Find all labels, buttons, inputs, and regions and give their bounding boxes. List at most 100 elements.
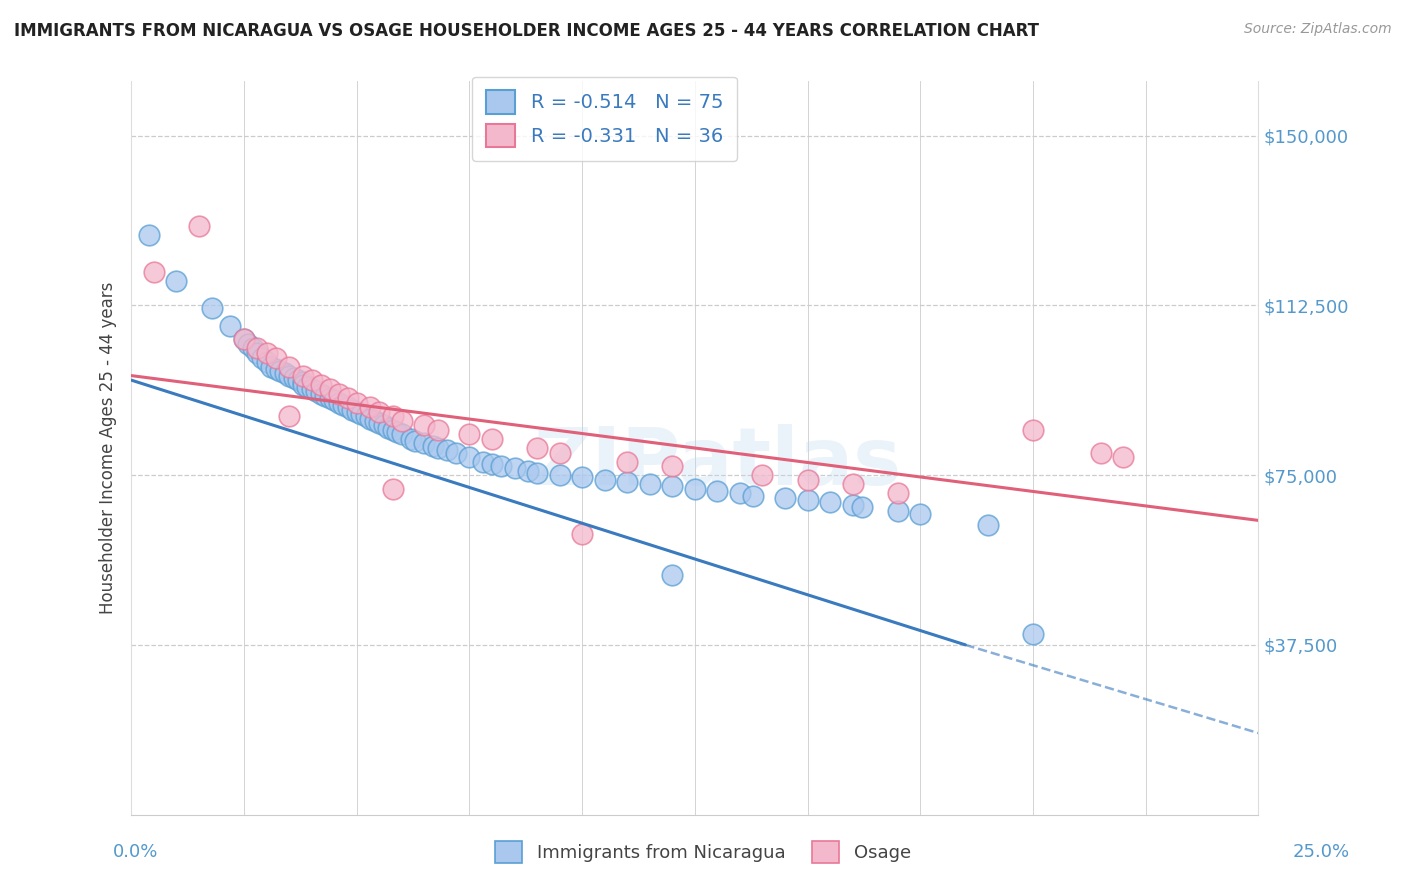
Point [571,527,593,541]
Point [548,468,571,483]
Point [256,355,278,369]
Point [359,401,381,415]
Point [364,414,387,428]
Point [242,342,264,356]
Point [458,450,481,464]
Point [391,414,413,428]
Point [1090,445,1112,459]
Point [233,332,256,346]
Point [346,396,368,410]
Point [238,337,260,351]
Point [250,351,273,365]
Point [187,219,209,234]
Point [887,486,910,500]
Point [368,416,391,430]
Point [381,409,404,424]
Point [291,376,314,390]
Point [201,301,224,315]
Point [458,427,481,442]
Point [661,479,683,493]
Text: 0.0%: 0.0% [112,843,157,861]
Point [399,432,422,446]
Point [295,380,318,394]
Point [841,498,863,512]
Point [683,482,706,496]
Point [138,228,160,243]
Point [616,475,638,489]
Legend: R = -0.514   N = 75, R = -0.331   N = 36: R = -0.514 N = 75, R = -0.331 N = 36 [472,77,737,161]
Point [481,432,503,446]
Point [404,434,426,449]
Point [273,367,295,381]
Point [422,439,444,453]
Point [318,391,340,405]
Point [910,507,932,521]
Point [517,464,540,478]
Point [381,423,404,437]
Point [436,443,458,458]
Point [264,361,287,376]
Point [773,491,796,505]
Point [287,373,309,387]
Point [503,461,526,475]
Point [165,274,187,288]
Text: ZIPatlas: ZIPatlas [533,424,901,501]
Text: IMMIGRANTS FROM NICARAGUA VS OSAGE HOUSEHOLDER INCOME AGES 25 - 44 YEARS CORRELA: IMMIGRANTS FROM NICARAGUA VS OSAGE HOUSE… [14,22,1039,40]
Point [1022,423,1045,437]
Legend: Immigrants from Nicaragua, Osage: Immigrants from Nicaragua, Osage [484,830,922,874]
Point [336,391,359,405]
Point [278,368,301,383]
Point [346,405,368,419]
Point [301,382,323,396]
Point [354,409,377,424]
Point [305,384,328,399]
Point [219,318,242,333]
Y-axis label: Householder Income Ages 25 - 44 years: Householder Income Ages 25 - 44 years [100,282,117,615]
Point [661,567,683,582]
Point [548,445,571,459]
Point [278,409,301,424]
Point [233,332,256,346]
Point [638,477,661,491]
Point [526,441,548,455]
Point [340,402,363,417]
Point [142,264,165,278]
Point [1112,450,1135,464]
Text: Source: ZipAtlas.com: Source: ZipAtlas.com [1244,22,1392,37]
Point [323,393,346,408]
Point [381,482,404,496]
Point [706,483,728,498]
Point [336,401,359,415]
Point [301,373,323,387]
Point [291,377,314,392]
Point [616,454,638,468]
Point [481,457,503,471]
Point [413,418,436,433]
Point [841,477,863,491]
Point [368,405,391,419]
Point [471,454,494,468]
Point [373,418,395,433]
Point [318,382,340,396]
Point [728,486,751,500]
Point [328,396,350,410]
Point [818,495,841,509]
Point [444,445,467,459]
Point [851,500,873,514]
Point [309,386,332,401]
Point [264,351,287,365]
Point [246,342,269,356]
Point [593,473,616,487]
Point [571,470,593,484]
Point [742,489,765,503]
Point [328,386,350,401]
Point [309,377,332,392]
Point [413,436,436,450]
Point [377,420,399,434]
Point [278,359,301,374]
Point [751,468,773,483]
Point [260,359,283,374]
Text: 25.0%: 25.0% [1292,843,1350,861]
Point [796,493,818,508]
Point [387,425,409,439]
